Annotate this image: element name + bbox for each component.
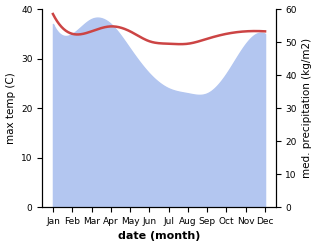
X-axis label: date (month): date (month) <box>118 231 200 242</box>
Y-axis label: med. precipitation (kg/m2): med. precipitation (kg/m2) <box>302 38 313 178</box>
Y-axis label: max temp (C): max temp (C) <box>5 72 16 144</box>
